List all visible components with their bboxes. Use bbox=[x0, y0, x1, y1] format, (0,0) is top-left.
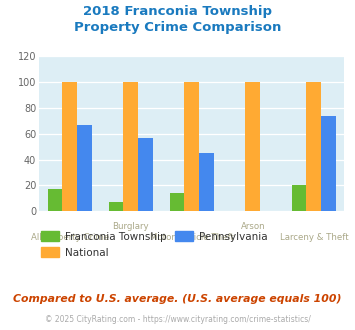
Text: Larceny & Theft: Larceny & Theft bbox=[279, 233, 348, 243]
Legend: Franconia Township, National, Pennsylvania: Franconia Township, National, Pennsylvan… bbox=[41, 231, 267, 257]
Text: Arson: Arson bbox=[240, 222, 265, 231]
Bar bbox=[184, 82, 199, 211]
Bar bbox=[306, 82, 321, 211]
Text: © 2025 CityRating.com - https://www.cityrating.com/crime-statistics/: © 2025 CityRating.com - https://www.city… bbox=[45, 315, 310, 324]
Bar bbox=[199, 153, 214, 211]
Bar bbox=[62, 82, 77, 211]
Text: 2018 Franconia Township
Property Crime Comparison: 2018 Franconia Township Property Crime C… bbox=[74, 5, 281, 34]
Text: Burglary: Burglary bbox=[112, 222, 149, 231]
Bar bbox=[138, 138, 153, 211]
Bar bbox=[123, 82, 138, 211]
Bar bbox=[77, 125, 92, 211]
Bar bbox=[109, 202, 123, 211]
Text: All Property Crime: All Property Crime bbox=[31, 233, 109, 243]
Bar bbox=[245, 82, 260, 211]
Bar bbox=[321, 115, 336, 211]
Bar bbox=[292, 185, 306, 211]
Text: Motor Vehicle Theft: Motor Vehicle Theft bbox=[150, 233, 234, 243]
Bar bbox=[48, 189, 62, 211]
Bar bbox=[170, 193, 184, 211]
Text: Compared to U.S. average. (U.S. average equals 100): Compared to U.S. average. (U.S. average … bbox=[13, 294, 342, 304]
